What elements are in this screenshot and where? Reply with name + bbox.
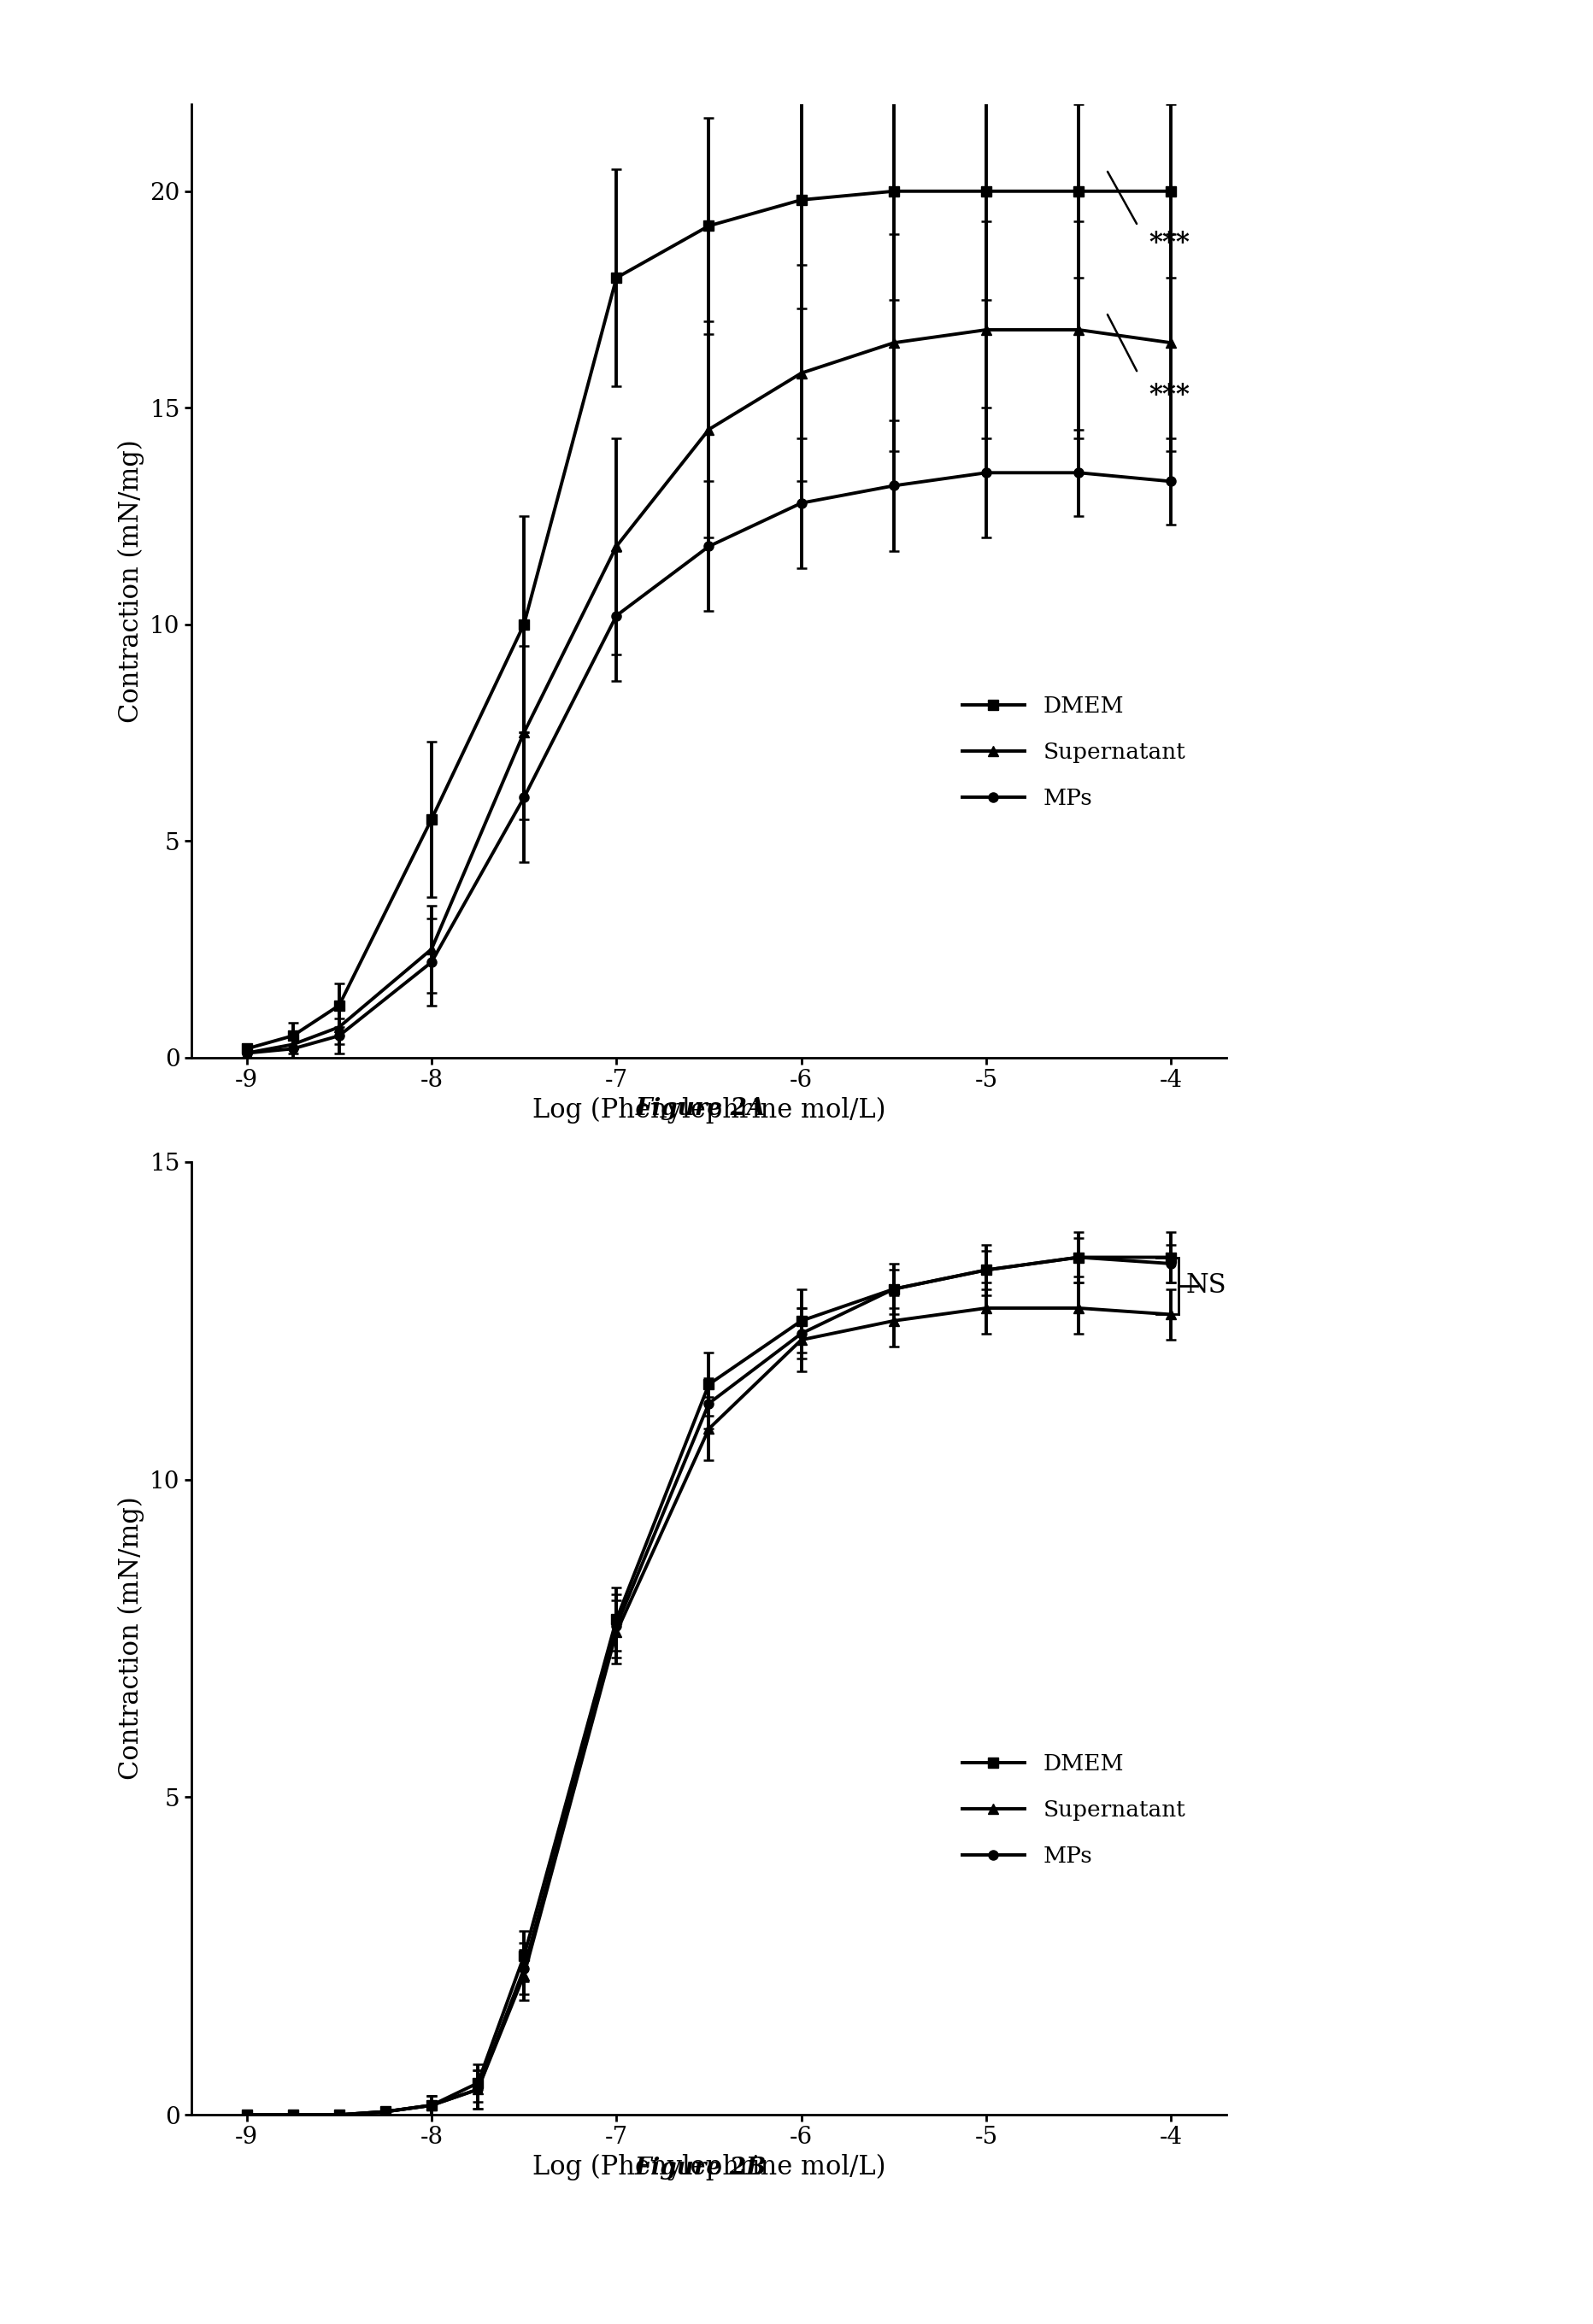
Text: Figure 2A: Figure 2A xyxy=(636,1097,766,1120)
Text: ***: *** xyxy=(1149,381,1190,409)
Y-axis label: Contraction (mN/mg): Contraction (mN/mg) xyxy=(118,439,145,723)
X-axis label: Log (Phenylephrine mol/L): Log (Phenylephrine mol/L) xyxy=(532,2154,886,2180)
Legend: DMEM, Supernatant, MPs: DMEM, Supernatant, MPs xyxy=(953,686,1195,818)
Legend: DMEM, Supernatant, MPs: DMEM, Supernatant, MPs xyxy=(953,1743,1195,1875)
Y-axis label: Contraction (mN/mg): Contraction (mN/mg) xyxy=(118,1497,145,1780)
Text: ***: *** xyxy=(1149,230,1190,256)
X-axis label: Log (Phenylephrine mol/L): Log (Phenylephrine mol/L) xyxy=(532,1097,886,1122)
Text: Figure 2B: Figure 2B xyxy=(636,2157,766,2180)
Text: NS: NS xyxy=(1185,1274,1227,1299)
